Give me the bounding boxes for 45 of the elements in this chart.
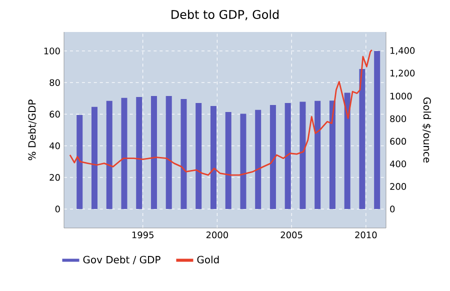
bar	[255, 110, 262, 210]
bar	[121, 98, 128, 210]
bar	[196, 102, 202, 210]
bar	[314, 100, 321, 210]
bar	[76, 114, 83, 210]
bar	[270, 105, 276, 210]
bar	[180, 99, 187, 210]
bar	[344, 92, 350, 210]
bar	[210, 106, 216, 210]
y-axis-title: % Debt/GDP	[28, 100, 37, 160]
legend-label: Gold	[197, 256, 219, 264]
y2-axis-title: Gold $/ounce	[422, 98, 432, 163]
y-tick-label: 20	[50, 174, 60, 181]
bar	[150, 96, 157, 210]
legend-label: Gov Debt / GDP	[83, 256, 160, 264]
y2-tick-label: 0	[390, 206, 395, 212]
y2-tick-label: 400	[390, 160, 406, 168]
bar	[225, 112, 232, 210]
chart-title: Debt to GDP, Gold	[172, 10, 279, 20]
bar	[329, 100, 336, 210]
x-tick-label: 2010	[355, 232, 377, 238]
y2-tick-label: 800	[390, 115, 406, 122]
x-tick-label: 2005	[280, 232, 302, 238]
y-tick-label: 40	[50, 142, 60, 150]
bar	[240, 114, 246, 210]
y-tick-label: 100	[44, 48, 60, 54]
bar	[136, 96, 142, 210]
y2-tick-label: 600	[390, 138, 406, 145]
x-tick-label: 1995	[132, 232, 154, 238]
bar	[284, 102, 291, 210]
bar	[300, 102, 306, 210]
bar	[166, 96, 172, 210]
bar	[106, 100, 112, 210]
y2-tick-label: 1,200	[390, 70, 415, 78]
line-series	[69, 49, 373, 176]
y2-tick-label: 1000	[390, 92, 412, 100]
y-tick-label: 80	[50, 79, 60, 86]
bar	[359, 68, 366, 210]
y-tick-label: 60	[50, 110, 60, 118]
y-tick-label: 0	[55, 206, 60, 212]
x-tick-label: 2000	[206, 232, 228, 238]
bar	[91, 106, 98, 210]
y2-tick-label: 200	[390, 183, 406, 190]
bar	[374, 50, 380, 210]
y2-tick-label: 1,400	[390, 47, 415, 55]
